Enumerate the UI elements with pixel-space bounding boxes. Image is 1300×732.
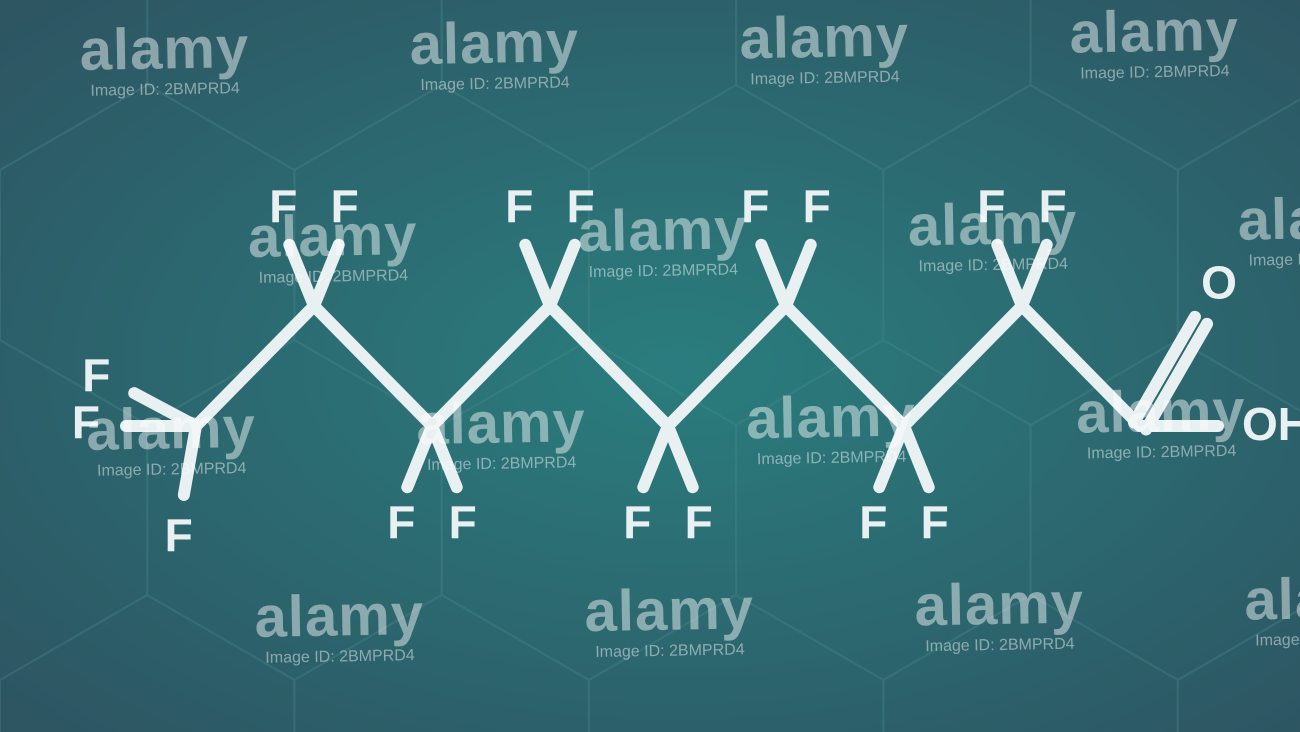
watermark-id: Image ID: 2BMPRD4 bbox=[595, 641, 745, 661]
atom-label: F bbox=[623, 496, 651, 548]
watermark-brand: alamy bbox=[1237, 185, 1300, 253]
watermark-brand: alamy bbox=[247, 202, 418, 270]
watermark-brand: alamy bbox=[1069, 0, 1240, 66]
watermark-brand: alamy bbox=[1076, 378, 1247, 446]
watermark-id: Image ID: 2BMPRD4 bbox=[925, 636, 1075, 656]
atom-label: O bbox=[1201, 256, 1237, 308]
watermark-id: Image ID: 2BMPRD4 bbox=[259, 267, 409, 287]
watermark-id: Image ID: 2BMPRD4 bbox=[90, 80, 240, 100]
watermark-brand: alamy bbox=[254, 582, 425, 650]
watermark-id: Image ID: 2BMPRD4 bbox=[750, 69, 900, 89]
molecule-svg: FFFFFFFFFFFFFFFFFOOHalamyImage ID: 2BMPR… bbox=[0, 0, 1300, 732]
watermark-brand: alamy bbox=[86, 395, 257, 463]
watermark-brand: alamy bbox=[907, 191, 1078, 259]
watermark-id: Image ID: 2BMPRD4 bbox=[420, 74, 570, 94]
watermark-brand: alamy bbox=[409, 9, 580, 77]
watermark-id: Image ID: 2BMPRD4 bbox=[589, 261, 739, 281]
atom-label: F bbox=[803, 180, 831, 232]
watermark-brand: alamy bbox=[1244, 565, 1300, 633]
watermark-brand: alamy bbox=[739, 3, 910, 71]
atom-label: F bbox=[921, 496, 949, 548]
watermark-brand: alamy bbox=[416, 389, 587, 457]
watermark-id: Image ID: 2BMPRD4 bbox=[757, 449, 907, 469]
atom-label: F bbox=[387, 496, 415, 548]
watermark-id: Image ID: 2BMPRD4 bbox=[265, 647, 415, 667]
atom-label: F bbox=[505, 180, 533, 232]
watermark-brand: alamy bbox=[914, 570, 1085, 638]
watermark-id: Image ID: 2BMPRD4 bbox=[918, 256, 1068, 276]
watermark-id: Image ID: 2BMPRD4 bbox=[1087, 443, 1237, 463]
atom-label: F bbox=[165, 509, 193, 561]
watermark-brand: alamy bbox=[584, 576, 755, 644]
watermark-id: Image ID: 2BMPRD4 bbox=[1248, 250, 1300, 270]
atom-label: OH bbox=[1242, 398, 1300, 450]
watermark-brand: alamy bbox=[79, 15, 250, 83]
watermark-brand: alamy bbox=[577, 196, 748, 264]
atom-label: F bbox=[82, 349, 110, 401]
watermark-id: Image ID: 2BMPRD4 bbox=[1080, 63, 1230, 83]
watermark-brand: alamy bbox=[746, 383, 917, 451]
watermark-id: Image ID: 2BMPRD4 bbox=[427, 454, 577, 474]
atom-label: F bbox=[685, 496, 713, 548]
watermark-id: Image ID: 2BMPRD4 bbox=[1255, 630, 1300, 650]
atom-label: F bbox=[449, 496, 477, 548]
figure-root: FFFFFFFFFFFFFFFFFOOHalamyImage ID: 2BMPR… bbox=[0, 0, 1300, 732]
watermark-id: Image ID: 2BMPRD4 bbox=[97, 460, 247, 480]
atom-label: F bbox=[859, 496, 887, 548]
